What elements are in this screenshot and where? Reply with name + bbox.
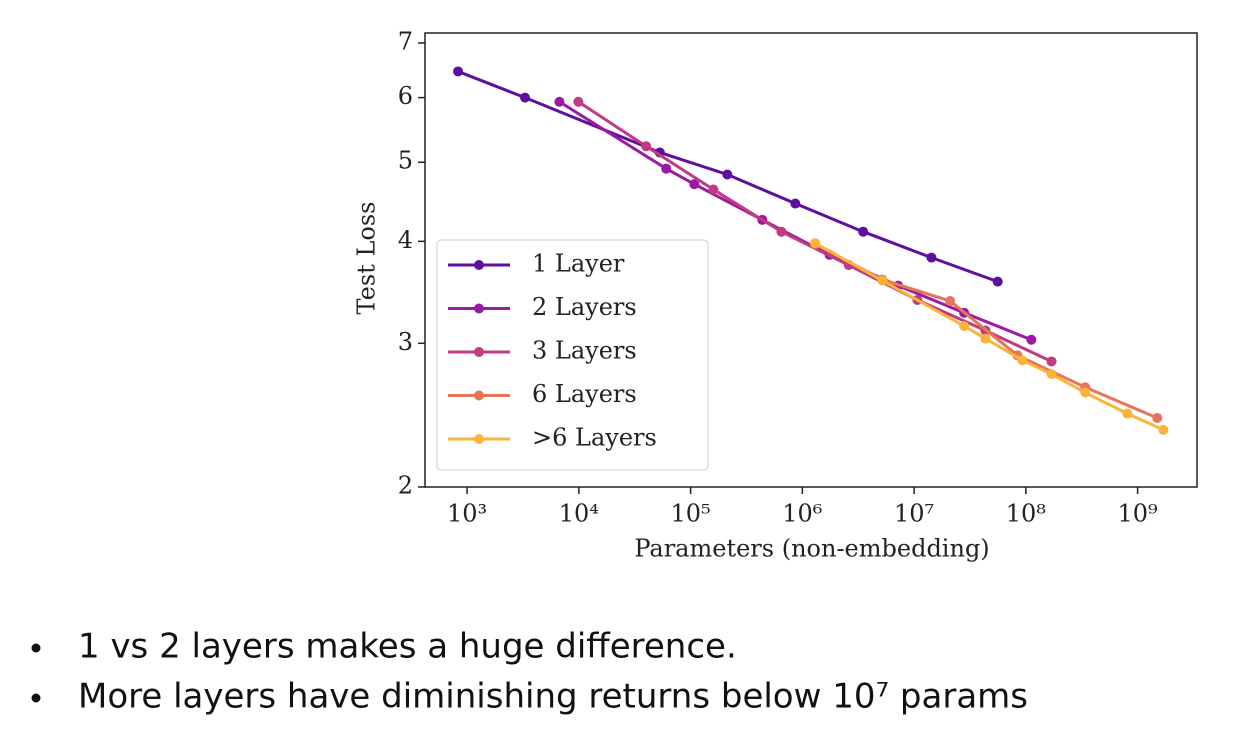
- x-tick-label: 10⁵: [671, 500, 711, 528]
- y-tick-label: 7: [398, 27, 413, 55]
- legend-label: >6 Layers: [532, 424, 657, 452]
- data-point: [1046, 369, 1057, 380]
- data-point: [1046, 356, 1057, 367]
- data-point: [980, 333, 991, 344]
- data-point: [708, 184, 719, 195]
- data-point: [453, 66, 464, 77]
- y-tick-label: 4: [398, 226, 413, 254]
- legend-label: 1 Layer: [532, 250, 625, 278]
- legend-label: 2 Layers: [532, 293, 637, 321]
- x-tick-label: 10⁴: [559, 500, 599, 528]
- data-point: [1122, 408, 1133, 419]
- legend-box: [436, 239, 709, 471]
- x-tick-label: 10⁸: [1006, 500, 1046, 528]
- x-axis-label: Parameters (non-embedding): [634, 535, 989, 563]
- legend-marker: [474, 347, 484, 357]
- data-point: [1017, 355, 1028, 366]
- data-point: [776, 226, 787, 237]
- legend-label: 3 Layers: [532, 337, 637, 365]
- data-point: [1152, 412, 1163, 423]
- data-point: [790, 198, 801, 209]
- y-tick-label: 2: [398, 472, 413, 500]
- y-axis-label: Test Loss: [353, 202, 381, 315]
- y-tick-label: 5: [398, 147, 413, 175]
- data-point: [722, 169, 733, 180]
- data-point: [1026, 334, 1037, 345]
- bullet-text: More layers have diminishing returns bel…: [78, 677, 1028, 717]
- data-point: [641, 141, 652, 152]
- x-tick-label: 10⁹: [1118, 500, 1159, 528]
- data-point: [554, 96, 565, 107]
- data-point: [992, 276, 1003, 287]
- data-point: [1080, 387, 1091, 398]
- bullet-text: 1 vs 2 layers makes a huge difference.: [78, 627, 737, 667]
- bullet-dot: [31, 643, 41, 653]
- data-point: [810, 238, 821, 249]
- data-point: [1158, 424, 1169, 435]
- data-point: [877, 275, 888, 286]
- x-tick-label: 10⁶: [782, 500, 822, 528]
- legend-marker: [474, 303, 484, 314]
- x-tick-label: 10⁷: [894, 500, 934, 528]
- legend-marker: [474, 434, 484, 444]
- bullets: 1 vs 2 layers makes a huge difference. M…: [31, 627, 1028, 717]
- x-tick-label: 10³: [447, 500, 487, 528]
- y-tick-label: 3: [398, 328, 413, 356]
- data-point: [520, 92, 531, 103]
- plot-frame: [424, 32, 1198, 488]
- data-point: [945, 296, 956, 307]
- y-tick-label: 6: [398, 82, 413, 110]
- legend-marker: [474, 390, 484, 401]
- legend: 1 Layer 2 Layers 3 Layers 6 Layers >6 Layers: [436, 239, 709, 471]
- legend-label: 6 Layers: [532, 380, 637, 408]
- bullet-dot: [31, 693, 41, 703]
- legend-marker: [474, 260, 484, 270]
- chart: Parameters (non-embedding) Test Loss 10³…: [353, 27, 1198, 563]
- series-line: [457, 70, 999, 284]
- data-point: [926, 252, 937, 263]
- data-point: [661, 163, 672, 174]
- data-point: [858, 226, 869, 237]
- data-point: [573, 96, 584, 107]
- data-point: [959, 320, 970, 331]
- data-point: [689, 179, 700, 190]
